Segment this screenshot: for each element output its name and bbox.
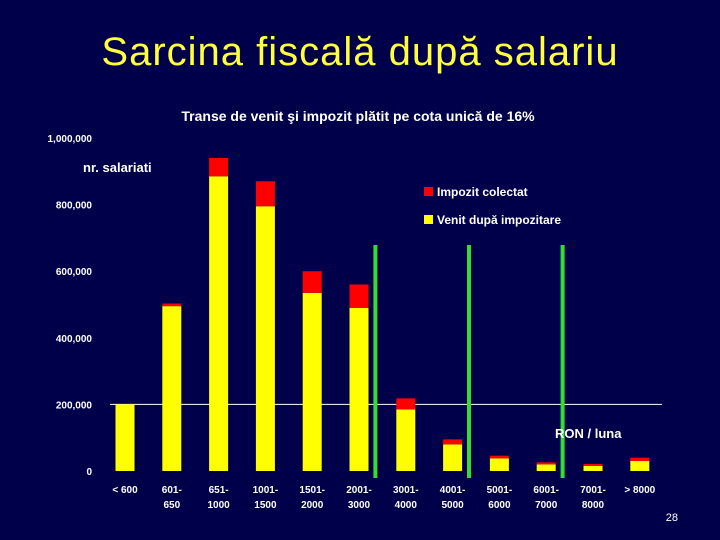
- x-tick-label: 6001-: [533, 485, 559, 496]
- bar-segment: [630, 461, 650, 471]
- x-tick-label: 5000: [441, 500, 464, 511]
- x-tick-label: 650: [163, 500, 180, 511]
- bar-segment: [443, 439, 463, 445]
- x-tick-label: 601-: [162, 485, 182, 496]
- x-tick-label: > 8000: [624, 485, 655, 496]
- bar-segment: [349, 284, 369, 308]
- x-tick-label: 2001-: [346, 485, 372, 496]
- page-number: 28: [665, 512, 678, 524]
- bar-segment: [536, 464, 556, 471]
- bar-segment: [302, 292, 322, 471]
- x-tick-label: 8000: [582, 500, 605, 511]
- y-tick-label: 200,000: [56, 400, 93, 411]
- y-tick-label: 600,000: [56, 267, 93, 278]
- bar-segment: [209, 176, 229, 472]
- x-tick-label: 5001-: [487, 485, 513, 496]
- x-tick-label: 3000: [348, 500, 371, 511]
- x-tick-label: 2000: [301, 500, 324, 511]
- bar-segment: [489, 458, 509, 471]
- reference-lines: [373, 245, 565, 478]
- bar-segment: [630, 457, 650, 462]
- y-tick-label: 800,000: [56, 201, 93, 212]
- x-axis-ticks: < 600 601- 650 651- 1000 1001- 1500 1501- 2000 20…: [112, 485, 655, 511]
- bar-segment: [583, 466, 603, 471]
- chart-title: Transe de venit şi impozit plătit pe cot…: [181, 108, 535, 124]
- y-axis-label: nr. salariati: [83, 160, 152, 175]
- x-tick-label: 4000: [395, 500, 418, 511]
- x-tick-label: 1501-: [299, 485, 325, 496]
- bar-segment: [396, 398, 416, 410]
- bars: [115, 157, 650, 472]
- bar-segment: [302, 271, 322, 293]
- bar-segment: [396, 409, 416, 471]
- x-tick-label: 3001-: [393, 485, 419, 496]
- legend-label: Impozit colectat: [437, 185, 528, 199]
- x-tick-label: 1500: [254, 500, 277, 511]
- bar-segment: [115, 404, 135, 471]
- x-tick-label: 4001-: [440, 485, 466, 496]
- legend-swatch: [424, 187, 433, 196]
- bar-segment: [443, 444, 463, 471]
- bar-segment: [162, 306, 182, 471]
- slide-title: Sarcina fiscală după salariu: [101, 30, 619, 74]
- bar-segment: [162, 303, 182, 307]
- bar-segment: [255, 181, 275, 207]
- bar-segment: [209, 157, 229, 177]
- y-axis-ticks: 0 200,000 400,000 600,000 800,000 1,000,000: [48, 134, 93, 478]
- x-tick-label: < 600: [112, 485, 138, 496]
- y-tick-label: 0: [86, 467, 92, 478]
- legend-label: Venit după impozitare: [437, 213, 561, 227]
- bar-segment: [255, 206, 275, 471]
- y-tick-label: 1,000,000: [48, 134, 93, 145]
- legend: Impozit colectat Venit după impozitare: [424, 185, 561, 227]
- x-tick-label: 7001-: [580, 485, 606, 496]
- x-axis-label: RON / luna: [555, 426, 622, 441]
- x-tick-label: 1000: [207, 500, 230, 511]
- bar-segment: [536, 462, 556, 465]
- bar-segment: [489, 455, 509, 459]
- x-tick-label: 1001-: [253, 485, 279, 496]
- x-tick-label: 6000: [488, 500, 511, 511]
- bar-segment: [349, 307, 369, 471]
- y-tick-label: 400,000: [56, 334, 93, 345]
- bar-segment: [583, 464, 603, 467]
- x-tick-label: 651-: [209, 485, 229, 496]
- x-tick-label: 7000: [535, 500, 558, 511]
- legend-swatch: [424, 215, 433, 224]
